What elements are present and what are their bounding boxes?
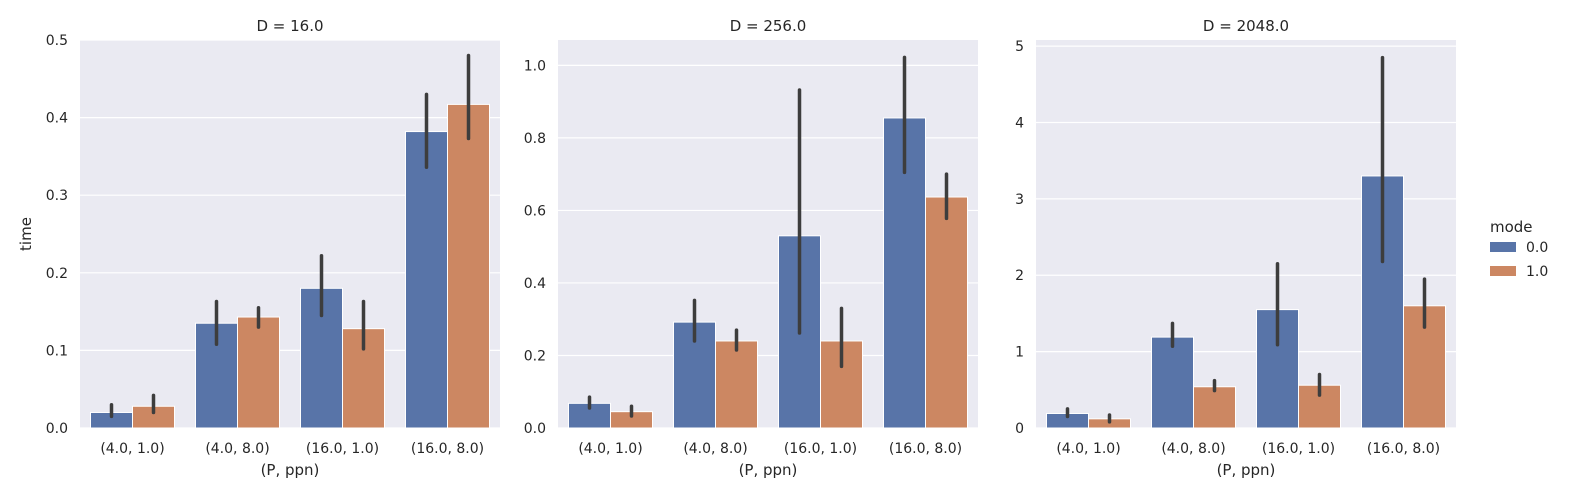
y-tick-label: 0.2 [524,348,546,364]
y-tick-label: 1.0 [524,58,546,74]
y-tick-label: 0.8 [524,131,546,147]
x-tick-label: (16.0, 1.0) [306,441,379,457]
y-tick-label: 0.6 [524,203,546,219]
y-tick-label: 0.3 [46,188,68,204]
y-tick-label: 0.4 [524,276,546,292]
bar-3-mode-0 [405,131,448,429]
x-axis-label: (P, ppn) [1217,461,1276,479]
legend-label-mode-1: 1.0 [1526,264,1548,280]
y-tick-label: 3 [1015,192,1024,208]
legend-swatch-mode-0 [1490,242,1516,252]
panel-2: 0 1 2 3 4 5 (4.0, 1.0) (4.0, 8.0) (16.0, 1.0) (16… [1015,17,1456,479]
legend-label-mode-0: 0.0 [1526,240,1548,256]
y-tick-label: 2 [1015,268,1024,284]
x-tick-label: (4.0, 1.0) [578,441,642,457]
bar-3-mode-1 [447,103,490,429]
y-tick-label: 0.1 [46,343,68,359]
x-tick-label: (16.0, 8.0) [1367,441,1440,457]
x-tick-label: (16.0, 1.0) [784,441,857,457]
bar-3-mode-1 [925,196,968,429]
x-tick-label: (16.0, 8.0) [411,441,484,457]
legend-swatch-mode-1 [1490,266,1516,276]
x-tick-label: (4.0, 8.0) [205,441,269,457]
y-axis-label: time [17,217,35,251]
bar-1-mode-0 [1151,336,1194,429]
bar-1-mode-1 [1193,386,1236,429]
y-tick-label: 0 [1015,421,1024,437]
panel-1: 0.0 0.2 0.4 0.6 0.8 1.0 (4.0, 1.0) (4.0, 8.0) (1… [524,17,978,479]
x-tick-label: (4.0, 1.0) [100,441,164,457]
bar-1-mode-1 [237,316,280,429]
x-tick-label: (4.0, 8.0) [683,441,747,457]
bar-1-mode-1 [715,340,758,429]
y-tick-label: 0.2 [46,266,68,282]
panel-0: 0.0 0.1 0.2 0.3 0.4 0.5 (4.0, 1.0) (4.0, 8.0) (1… [17,17,500,479]
x-tick-label: (4.0, 1.0) [1056,441,1120,457]
legend-title: mode [1490,218,1533,236]
chart-panels: 0.0 0.1 0.2 0.3 0.4 0.5 (4.0, 1.0) (4.0, 8.0) (1… [17,17,1456,479]
y-tick-label: 0.4 [46,111,68,127]
x-axis-label: (P, ppn) [261,461,320,479]
y-tick-label: 0.5 [46,33,68,49]
panel-title: D = 2048.0 [1203,17,1289,35]
legend: mode 0.0 1.0 [1490,218,1548,280]
y-tick-label: 5 [1015,39,1024,55]
x-tick-label: (16.0, 1.0) [1262,441,1335,457]
y-tick-label: 0.0 [46,421,68,437]
panel-title: D = 256.0 [730,17,807,35]
panel-title: D = 16.0 [256,17,323,35]
x-tick-label: (16.0, 8.0) [889,441,962,457]
y-tick-label: 4 [1015,115,1024,131]
x-tick-label: (4.0, 8.0) [1161,441,1225,457]
y-tick-label: 1 [1015,345,1024,361]
x-axis-label: (P, ppn) [739,461,798,479]
y-tick-label: 0.0 [524,421,546,437]
